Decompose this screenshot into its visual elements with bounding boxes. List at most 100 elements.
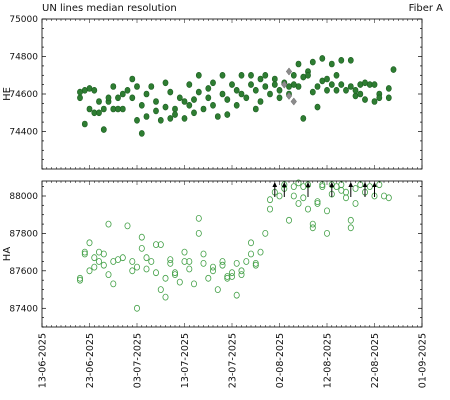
- data-point: [86, 85, 93, 92]
- data-point: [167, 259, 174, 267]
- data-point: [77, 276, 84, 284]
- data-point: [134, 117, 140, 124]
- data-point: [314, 83, 321, 90]
- data-point: [181, 98, 188, 105]
- data-point: [224, 273, 231, 280]
- data-point: [105, 271, 112, 279]
- data-point: [162, 79, 169, 87]
- data-point: [119, 254, 126, 262]
- data-point: [309, 224, 316, 232]
- data-point: [77, 94, 83, 102]
- data-point: [314, 103, 321, 111]
- data-point: [252, 87, 259, 94]
- data-point: [347, 83, 354, 90]
- data-point: [119, 105, 126, 113]
- data-point: [309, 88, 316, 96]
- data-point: [195, 72, 202, 79]
- data-point: [191, 109, 197, 117]
- data-point: [224, 111, 231, 118]
- data-point: [138, 130, 145, 137]
- data-point: [138, 244, 145, 252]
- series-bottom-open-circle: [77, 179, 392, 312]
- x-tick-label: 01-09-2025: [418, 333, 429, 388]
- data-point: [219, 72, 226, 79]
- data-point: [138, 233, 145, 241]
- data-point: [81, 248, 88, 256]
- data-point: [328, 81, 335, 88]
- data-point: [200, 259, 207, 267]
- data-point: [233, 259, 240, 267]
- data-point: [195, 88, 202, 96]
- data-point: [290, 72, 297, 79]
- data-point: [100, 105, 107, 113]
- data-point: [100, 126, 107, 133]
- x-tick-label: 02-08-2025: [275, 333, 286, 388]
- data-point: [171, 271, 178, 279]
- data-point: [295, 200, 302, 207]
- data-point: [357, 90, 364, 98]
- data-point: [247, 250, 254, 258]
- data-point: [133, 263, 140, 271]
- data-point: [342, 194, 349, 202]
- data-point: [238, 72, 245, 79]
- data-point: [352, 92, 359, 100]
- data-point: [205, 85, 212, 92]
- data-point: [229, 81, 235, 88]
- y-axis-label: HE: [2, 87, 13, 101]
- plot-frame-top: [41, 18, 423, 170]
- data-point: [323, 207, 330, 215]
- data-point: [300, 194, 307, 202]
- data-point: [243, 94, 250, 102]
- data-point: [257, 98, 264, 105]
- data-point: [248, 72, 254, 79]
- data-point: [205, 94, 212, 102]
- data-point: [224, 96, 231, 103]
- data-point: [390, 66, 397, 73]
- out-of-range-arrowhead: [281, 182, 287, 187]
- data-point: [333, 87, 340, 94]
- data-point: [86, 105, 93, 113]
- data-point: [238, 267, 245, 275]
- data-point: [252, 105, 259, 113]
- data-point: [324, 75, 330, 83]
- series-top-diamond: [281, 67, 297, 106]
- data-point: [267, 90, 273, 98]
- data-point: [243, 258, 250, 265]
- out-of-range-arrowhead: [272, 182, 278, 187]
- y-tick-label: 87400: [9, 304, 38, 314]
- data-point: [195, 214, 202, 222]
- data-point: [172, 105, 178, 113]
- series-top-filled-circle: [77, 55, 397, 137]
- data-point: [162, 103, 169, 111]
- data-point: [300, 115, 307, 122]
- data-point: [262, 229, 269, 237]
- flagged-point: [285, 67, 293, 76]
- data-point: [352, 185, 359, 192]
- data-point: [110, 83, 117, 90]
- data-point: [210, 102, 216, 109]
- data-point: [100, 250, 107, 258]
- data-point: [295, 60, 302, 68]
- data-point: [133, 304, 140, 312]
- data-point: [324, 87, 330, 94]
- data-point: [209, 267, 216, 275]
- data-point: [319, 55, 326, 62]
- data-point: [262, 83, 269, 90]
- data-point: [86, 239, 93, 247]
- data-point: [304, 205, 311, 213]
- data-point: [138, 102, 145, 109]
- data-point: [347, 224, 354, 232]
- data-point: [271, 75, 278, 83]
- y-tick-label: 88000: [9, 192, 38, 202]
- data-point: [110, 280, 117, 288]
- data-point: [195, 229, 202, 237]
- data-point: [153, 107, 159, 115]
- data-point: [385, 194, 392, 202]
- data-point: [186, 258, 193, 265]
- data-point: [257, 248, 264, 256]
- data-point: [219, 90, 226, 98]
- y-tick-label: 74800: [9, 53, 38, 63]
- data-point: [77, 88, 83, 96]
- y-tick-label: 75000: [9, 15, 38, 25]
- data-point: [190, 280, 197, 288]
